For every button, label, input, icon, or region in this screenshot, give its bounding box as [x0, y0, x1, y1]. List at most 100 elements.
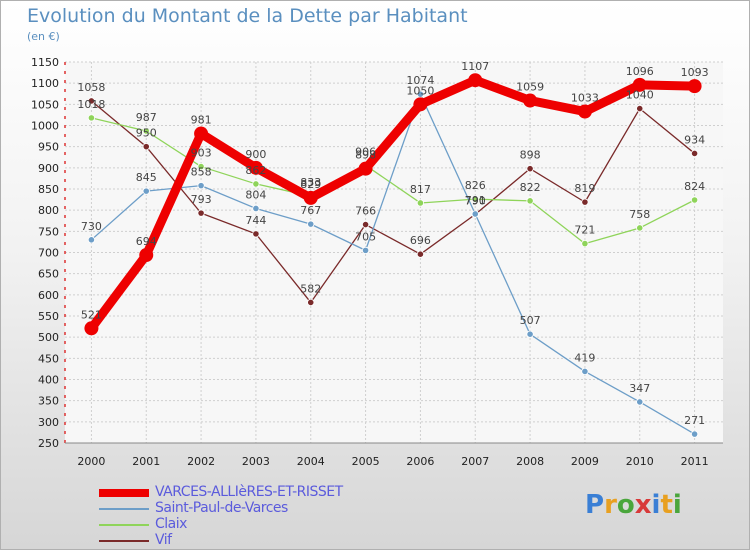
data-point — [581, 198, 589, 206]
data-point — [358, 161, 373, 176]
x-tick-label: 2003 — [242, 455, 270, 468]
data-label: 898 — [355, 149, 376, 162]
y-tick-label: 1000 — [31, 120, 59, 133]
y-tick-label: 800 — [38, 204, 59, 217]
data-point — [526, 330, 534, 338]
data-point — [194, 126, 209, 141]
data-point — [307, 298, 315, 307]
y-tick-label: 300 — [38, 416, 59, 429]
data-label: 987 — [136, 111, 157, 124]
data-point — [252, 230, 260, 238]
data-label: 1059 — [516, 81, 544, 94]
data-label: 858 — [191, 166, 212, 179]
data-label: 696 — [410, 234, 431, 247]
data-label: 730 — [81, 220, 102, 233]
legend-item-vif: Vif — [99, 532, 399, 549]
data-label: 1107 — [461, 60, 489, 73]
data-label: 1033 — [571, 92, 599, 105]
data-point — [471, 210, 479, 218]
legend-item-saint-paul: Saint-Paul-de-Varces — [99, 500, 399, 517]
data-label: 817 — [410, 183, 431, 196]
x-tick-label: 2008 — [516, 455, 544, 468]
y-tick-label: 1150 — [31, 56, 59, 69]
data-label: 744 — [245, 214, 266, 227]
data-label: 829 — [300, 178, 321, 191]
data-label: 507 — [520, 314, 541, 327]
data-label: 900 — [245, 148, 266, 161]
legend-item-claix: Claix — [99, 516, 399, 533]
logo-letter: r — [604, 490, 617, 520]
data-label: 582 — [300, 282, 321, 295]
data-point — [142, 143, 150, 151]
data-point — [526, 165, 534, 173]
y-tick-label: 750 — [38, 225, 59, 238]
data-label: 824 — [684, 180, 705, 193]
data-point — [307, 220, 315, 228]
data-point — [690, 149, 699, 158]
logo-letter: i — [651, 490, 661, 520]
data-point — [471, 195, 479, 203]
data-point — [361, 246, 370, 254]
y-tick-label: 1050 — [31, 98, 59, 111]
y-tick-label: 850 — [38, 183, 59, 196]
data-point — [139, 248, 154, 263]
data-point — [252, 180, 260, 188]
x-tick-label: 2011 — [681, 455, 709, 468]
legend-label-claix: Claix — [155, 516, 187, 532]
data-label: 347 — [629, 382, 650, 395]
x-tick-label: 2009 — [571, 455, 599, 468]
data-label: 898 — [520, 149, 541, 162]
data-point — [577, 104, 592, 119]
y-tick-label: 250 — [38, 437, 59, 450]
series-line-main — [86, 75, 700, 333]
data-label: 766 — [355, 205, 376, 218]
data-point — [581, 367, 589, 376]
y-tick-label: 950 — [38, 141, 59, 154]
data-label: 419 — [574, 351, 595, 364]
data-label: 819 — [574, 182, 595, 195]
data-label: 271 — [684, 414, 705, 427]
data-point — [632, 77, 647, 92]
data-label: 906 — [355, 145, 376, 158]
y-tick-label: 650 — [38, 268, 59, 281]
data-label: 721 — [574, 224, 595, 237]
data-point — [87, 114, 96, 122]
series-line — [90, 100, 696, 304]
y-tick-label: 350 — [38, 395, 59, 408]
series-line — [90, 93, 696, 435]
legend-swatch-varces — [99, 489, 149, 497]
data-label: 804 — [245, 188, 266, 201]
data-label: 1093 — [681, 66, 709, 79]
data-label: 790 — [465, 194, 486, 207]
data-point — [581, 240, 589, 248]
chart-unit: (en €) — [27, 30, 60, 43]
y-tick-label: 700 — [38, 247, 59, 260]
x-tick-label: 2001 — [132, 455, 160, 468]
legend-swatch-claix — [99, 524, 149, 526]
data-label: 826 — [465, 179, 486, 192]
data-label: 845 — [136, 171, 157, 184]
y-tick-label: 400 — [38, 374, 59, 387]
legend: VARCES-ALLIèRES-ET-RISSET Saint-Paul-de-… — [99, 484, 399, 549]
data-point — [248, 160, 263, 175]
data-label: 1058 — [77, 81, 105, 94]
data-point — [636, 224, 644, 232]
data-label: 833 — [300, 176, 321, 189]
data-point — [636, 398, 644, 406]
legend-swatch-saint-paul — [99, 508, 149, 510]
data-point — [197, 182, 205, 190]
legend-label-varces: VARCES-ALLIèRES-ET-RISSET — [155, 484, 343, 500]
data-label: 758 — [629, 208, 650, 221]
legend-label-vif: Vif — [155, 532, 172, 548]
logo-letter: t — [660, 490, 673, 520]
data-point — [197, 209, 205, 217]
legend-item-varces: VARCES-ALLIèRES-ET-RISSET — [99, 484, 399, 501]
proxiti-logo: Proxiti — [585, 490, 682, 520]
data-point — [142, 187, 150, 195]
data-point — [142, 127, 150, 135]
x-tick-label: 2002 — [187, 455, 215, 468]
y-tick-label: 500 — [38, 331, 59, 344]
data-point — [526, 197, 534, 205]
